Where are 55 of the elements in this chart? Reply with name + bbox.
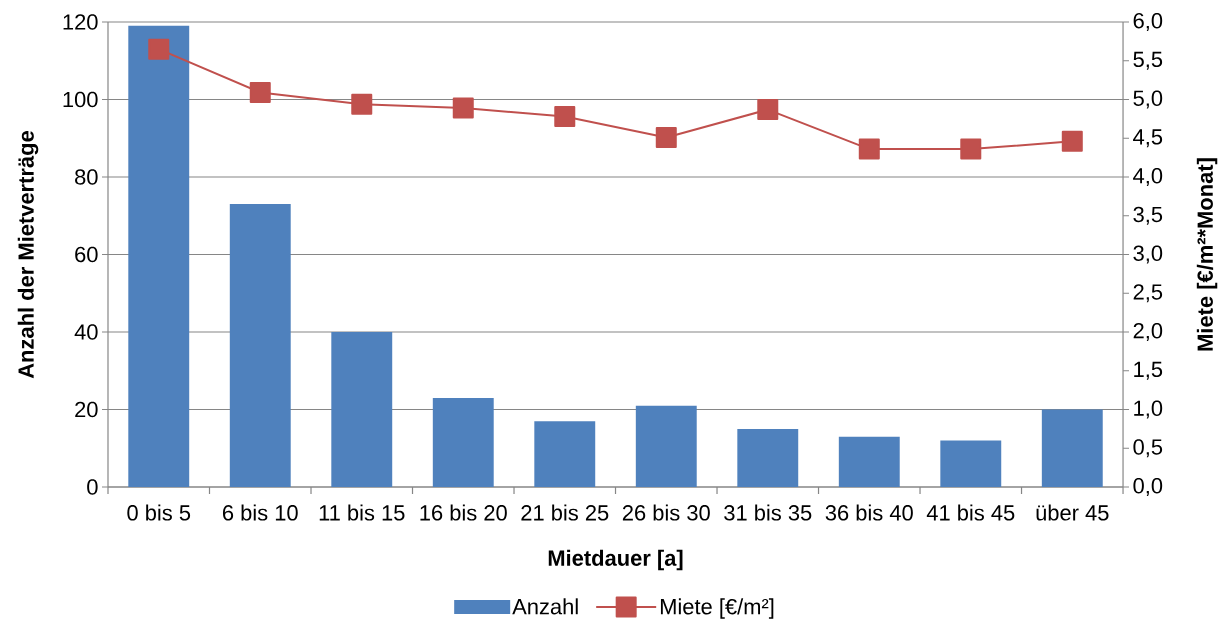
x-tick-label: 21 bis 25 — [521, 504, 609, 521]
point — [960, 138, 982, 160]
y2-axis-title: Miete [€/m²*Monat] — [1196, 158, 1218, 351]
point — [452, 97, 474, 119]
x-tick-label: über 45 — [1036, 504, 1109, 521]
y-tick-label: 20 — [75, 401, 98, 418]
y2-tick-label: 4,5 — [1133, 129, 1163, 148]
y-axis-title: Anzahl der Mietverträge — [17, 131, 39, 379]
y2-tick-label: 4,0 — [1133, 167, 1163, 187]
y-tick-label: 0 — [87, 479, 98, 495]
y2-tick-label: 6,0 — [1133, 12, 1163, 32]
point — [757, 99, 779, 121]
point — [249, 82, 271, 104]
bar — [534, 421, 596, 487]
x-axis-title: Mietdauer [a] — [548, 549, 683, 571]
point — [148, 38, 170, 60]
y2-tick-label: 5,0 — [1133, 90, 1163, 109]
y2-tick-label: 1,5 — [1134, 361, 1163, 380]
x-tick-label: 16 bis 20 — [420, 504, 507, 521]
legend-label: Miete [€/m²] — [660, 598, 774, 619]
bar — [128, 25, 190, 487]
y-tick-label: 120 — [63, 14, 98, 30]
x-tick-label: 41 bis 45 — [926, 504, 1015, 521]
bar — [838, 436, 900, 487]
y2-tick-label: 0,5 — [1133, 439, 1163, 458]
point — [554, 106, 576, 128]
point — [858, 138, 880, 160]
y2-tick-label: 3,0 — [1133, 245, 1163, 264]
point — [1061, 130, 1083, 152]
y2-tick-label: 1,0 — [1134, 400, 1163, 419]
y2-tick-label: 2,0 — [1133, 322, 1163, 342]
y2-tick-label: 5,5 — [1133, 51, 1163, 70]
bar — [432, 397, 494, 487]
y2-tick-label: 2,5 — [1133, 284, 1163, 303]
y2-tick-label: 3,5 — [1133, 206, 1163, 225]
y-tick-label: 100 — [63, 91, 98, 108]
bar — [635, 405, 697, 487]
x-tick-label: 26 bis 30 — [622, 504, 710, 521]
y-tick-label: 80 — [75, 169, 98, 185]
bar — [229, 204, 291, 487]
x-tick-label: 36 bis 40 — [825, 504, 913, 521]
x-tick-label: 0 bis 5 — [127, 504, 191, 521]
y-tick-label: 40 — [74, 324, 98, 340]
y-tick-label: 60 — [75, 246, 98, 263]
bar — [737, 428, 799, 487]
x-tick-label: 11 bis 15 — [319, 504, 405, 521]
y2-tick-label: 0,0 — [1133, 477, 1163, 497]
x-tick-label: 6 bis 10 — [222, 504, 298, 521]
bar — [331, 332, 393, 487]
point — [655, 126, 677, 148]
point — [351, 93, 373, 115]
legend-label: Anzahl — [512, 598, 578, 615]
bar — [1041, 409, 1103, 487]
x-tick-label: 31 bis 35 — [724, 504, 812, 521]
bar — [940, 440, 1002, 487]
